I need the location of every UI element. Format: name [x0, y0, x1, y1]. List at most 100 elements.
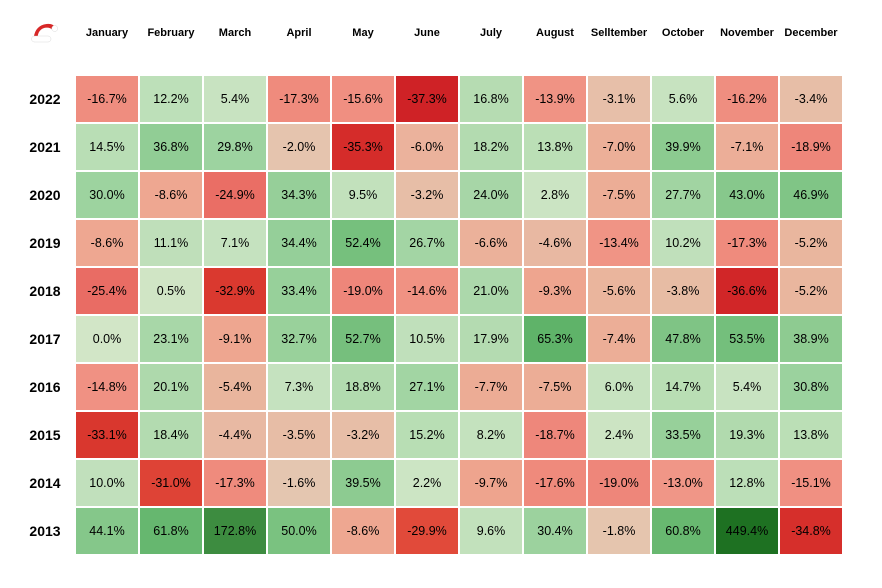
- row-header: 2016: [15, 363, 75, 411]
- heatmap-cell: -4.6%: [524, 220, 586, 266]
- heatmap-cell: 52.7%: [332, 316, 394, 362]
- heatmap-cell: 29.8%: [204, 124, 266, 170]
- heatmap-cell: -9.7%: [460, 460, 522, 506]
- santa-hat-icon: [30, 21, 60, 45]
- heatmap-cell: 47.8%: [652, 316, 714, 362]
- heatmap-cell: -14.6%: [396, 268, 458, 314]
- heatmap-cell: 30.0%: [76, 172, 138, 218]
- column-header: February: [139, 15, 203, 51]
- heatmap-cell: 50.0%: [268, 508, 330, 554]
- heatmap-cell: -8.6%: [140, 172, 202, 218]
- heatmap-cell: 33.5%: [652, 412, 714, 458]
- spacer: [139, 51, 203, 75]
- heatmap-cell: 32.7%: [268, 316, 330, 362]
- column-header: March: [203, 15, 267, 51]
- heatmap-cell: -24.9%: [204, 172, 266, 218]
- spacer: [203, 51, 267, 75]
- heatmap-cell: 18.2%: [460, 124, 522, 170]
- heatmap-cell: -7.4%: [588, 316, 650, 362]
- spacer: [779, 51, 843, 75]
- heatmap-cell: 449.4%: [716, 508, 778, 554]
- heatmap-cell: 14.7%: [652, 364, 714, 410]
- heatmap-cell: 30.8%: [780, 364, 842, 410]
- heatmap-cell: -5.2%: [780, 268, 842, 314]
- heatmap-cell: -7.7%: [460, 364, 522, 410]
- spacer: [651, 51, 715, 75]
- column-header: January: [75, 15, 139, 51]
- heatmap-cell: -37.3%: [396, 76, 458, 122]
- heatmap-cell: 15.2%: [396, 412, 458, 458]
- heatmap-cell: -17.6%: [524, 460, 586, 506]
- heatmap-cell: 26.7%: [396, 220, 458, 266]
- heatmap-cell: 9.6%: [460, 508, 522, 554]
- heatmap-cell: 7.3%: [268, 364, 330, 410]
- heatmap-cell: -5.2%: [780, 220, 842, 266]
- heatmap-cell: 34.4%: [268, 220, 330, 266]
- heatmap-cell: 10.2%: [652, 220, 714, 266]
- row-header: 2017: [15, 315, 75, 363]
- heatmap-cell: 36.8%: [140, 124, 202, 170]
- heatmap-cell: 43.0%: [716, 172, 778, 218]
- spacer: [523, 51, 587, 75]
- heatmap-cell: 5.4%: [204, 76, 266, 122]
- heatmap-cell: -1.6%: [268, 460, 330, 506]
- heatmap-cell: -7.0%: [588, 124, 650, 170]
- column-header: April: [267, 15, 331, 51]
- heatmap-cell: -3.5%: [268, 412, 330, 458]
- column-header: October: [651, 15, 715, 51]
- heatmap-cell: 6.0%: [588, 364, 650, 410]
- heatmap-cell: -34.8%: [780, 508, 842, 554]
- heatmap-cell: 65.3%: [524, 316, 586, 362]
- spacer: [587, 51, 651, 75]
- heatmap-cell: 10.5%: [396, 316, 458, 362]
- heatmap-cell: -7.1%: [716, 124, 778, 170]
- column-header: August: [523, 15, 587, 51]
- column-header: Selltember: [587, 15, 651, 51]
- spacer: [75, 51, 139, 75]
- heatmap-cell: 5.4%: [716, 364, 778, 410]
- heatmap-cell: -32.9%: [204, 268, 266, 314]
- heatmap-cell: -3.1%: [588, 76, 650, 122]
- spacer: [395, 51, 459, 75]
- heatmap-cell: 34.3%: [268, 172, 330, 218]
- spacer: [15, 51, 75, 75]
- spacer: [331, 51, 395, 75]
- heatmap-cell: 2.8%: [524, 172, 586, 218]
- heatmap-cell: 0.5%: [140, 268, 202, 314]
- heatmap-cell: 60.8%: [652, 508, 714, 554]
- heatmap-cell: 46.9%: [780, 172, 842, 218]
- row-header: 2013: [15, 507, 75, 555]
- heatmap-cell: -2.0%: [268, 124, 330, 170]
- heatmap-cell: 18.8%: [332, 364, 394, 410]
- heatmap-cell: 8.2%: [460, 412, 522, 458]
- heatmap-cell: -9.3%: [524, 268, 586, 314]
- heatmap-cell: -33.1%: [76, 412, 138, 458]
- heatmap-cell: 19.3%: [716, 412, 778, 458]
- heatmap-cell: -25.4%: [76, 268, 138, 314]
- heatmap-cell: 7.1%: [204, 220, 266, 266]
- heatmap-cell: 14.5%: [76, 124, 138, 170]
- heatmap-cell: -18.7%: [524, 412, 586, 458]
- column-header: November: [715, 15, 779, 51]
- spacer: [715, 51, 779, 75]
- heatmap-cell: 12.2%: [140, 76, 202, 122]
- heatmap-cell: 13.8%: [524, 124, 586, 170]
- heatmap-cell: -17.3%: [268, 76, 330, 122]
- heatmap-cell: 20.1%: [140, 364, 202, 410]
- row-header: 2022: [15, 75, 75, 123]
- heatmap-cell: -15.1%: [780, 460, 842, 506]
- heatmap-cell: 5.6%: [652, 76, 714, 122]
- heatmap-cell: 53.5%: [716, 316, 778, 362]
- heatmap-cell: -18.9%: [780, 124, 842, 170]
- heatmap-cell: 10.0%: [76, 460, 138, 506]
- heatmap-cell: -3.2%: [332, 412, 394, 458]
- heatmap-cell: 27.1%: [396, 364, 458, 410]
- heatmap-cell: -5.4%: [204, 364, 266, 410]
- heatmap-cell: -4.4%: [204, 412, 266, 458]
- row-header: 2020: [15, 171, 75, 219]
- heatmap-cell: 2.4%: [588, 412, 650, 458]
- heatmap-cell: 27.7%: [652, 172, 714, 218]
- heatmap-cell: -13.0%: [652, 460, 714, 506]
- heatmap-cell: -14.8%: [76, 364, 138, 410]
- heatmap-cell: 44.1%: [76, 508, 138, 554]
